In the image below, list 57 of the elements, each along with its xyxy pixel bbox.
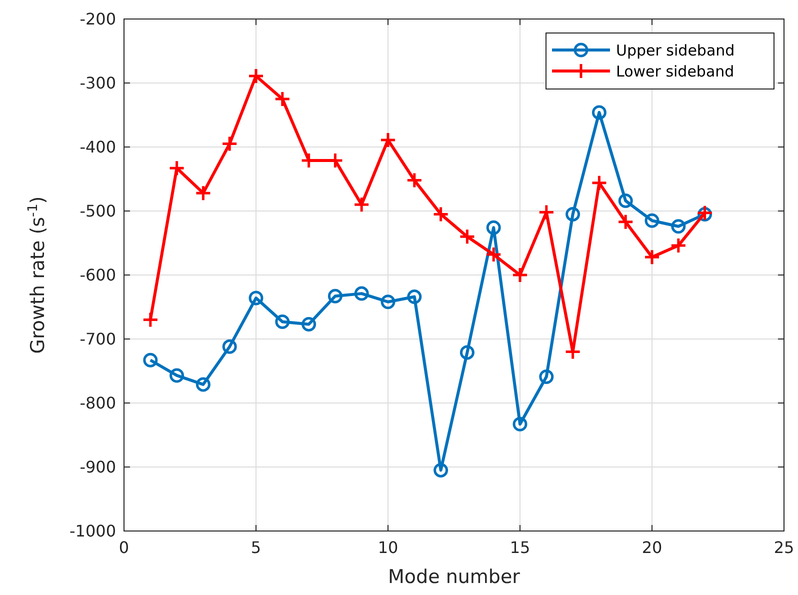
point [196, 377, 210, 392]
x-tick-label: 10 [378, 538, 398, 557]
point [644, 248, 660, 266]
point [590, 174, 608, 192]
x-tick-label: 15 [510, 538, 530, 557]
point [274, 90, 291, 108]
point [538, 204, 555, 221]
x-tick-label: 25 [774, 538, 794, 557]
point [539, 370, 554, 384]
x-tick-label: 5 [250, 538, 262, 557]
point [143, 352, 158, 368]
point [512, 416, 528, 432]
y-tick-label: -600 [80, 266, 116, 285]
y-tick-label: -200 [80, 10, 116, 29]
y-tick-label: -700 [80, 330, 116, 349]
point [275, 314, 290, 329]
x-tick-label: 20 [642, 538, 662, 557]
point [460, 345, 474, 360]
point [644, 213, 660, 228]
y-tick-label: -400 [80, 138, 116, 157]
point [380, 132, 396, 148]
point [670, 237, 687, 254]
point [170, 368, 184, 383]
point [380, 294, 396, 310]
point [222, 339, 237, 354]
point [328, 288, 342, 304]
point [618, 194, 633, 208]
y-tick-label: -500 [80, 202, 116, 221]
point [221, 136, 238, 152]
point [354, 286, 369, 301]
x-axis-title: Mode number [388, 566, 520, 588]
point [458, 228, 476, 245]
y-tick-label: -900 [80, 458, 116, 477]
point [485, 246, 502, 263]
point [617, 214, 634, 230]
point [302, 317, 316, 332]
y-tick-label: -300 [80, 74, 116, 93]
point [407, 290, 422, 304]
point [248, 290, 264, 306]
point [512, 266, 528, 284]
point [353, 196, 370, 213]
point [168, 160, 186, 176]
legend-label: Lower sideband [616, 62, 734, 80]
x-tick-label: 0 [118, 538, 130, 557]
point [592, 105, 606, 120]
y-tick-label: -800 [80, 394, 116, 413]
point [142, 312, 159, 328]
point [406, 172, 423, 189]
legend-label: Upper sideband [616, 41, 735, 60]
point [566, 206, 580, 222]
point [248, 68, 264, 84]
point [486, 220, 501, 235]
point [194, 184, 212, 202]
y-tick-label: -1000 [70, 522, 116, 541]
point [434, 462, 448, 478]
point [432, 206, 450, 222]
point [671, 219, 686, 234]
